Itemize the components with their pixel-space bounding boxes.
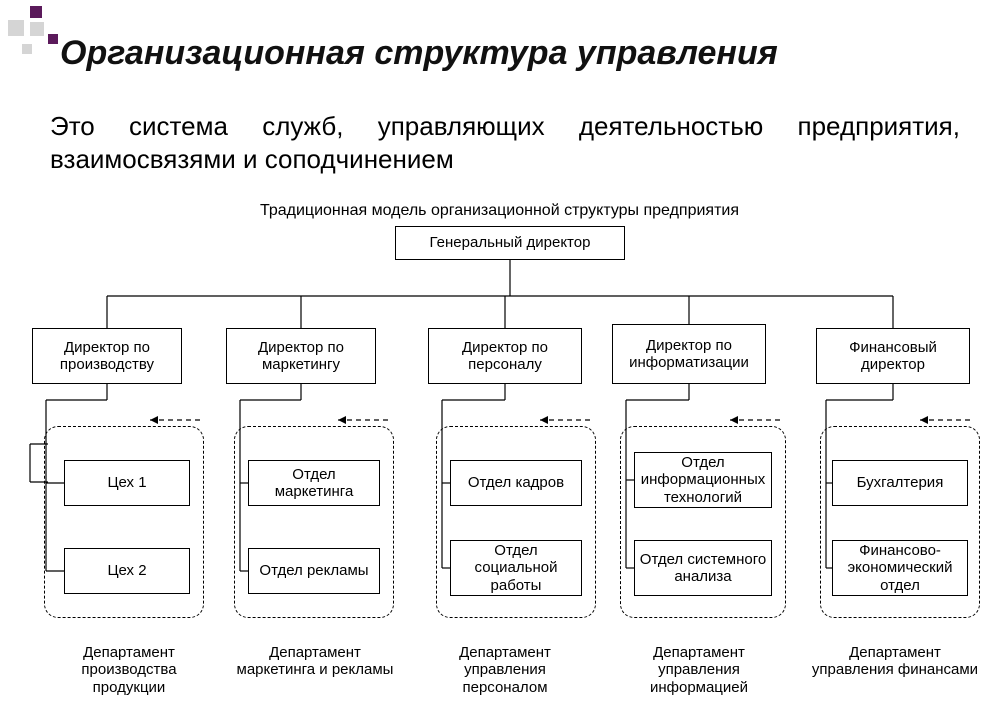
department-label: Департамент производства продукции: [44, 644, 214, 696]
director-box: Директор по производству: [32, 328, 182, 384]
subunit-box: Отдел информационных технологий: [634, 452, 772, 508]
subunit-box: Цех 1: [64, 460, 190, 506]
department-label: Департамент управления персоналом: [420, 644, 590, 696]
department-label: Департамент управления информацией: [614, 644, 784, 696]
director-box: Финансовый директор: [816, 328, 970, 384]
subunit-box: Бухгалтерия: [832, 460, 968, 506]
subunit-box: Отдел социальной работы: [450, 540, 582, 596]
slide-title: Организационная структура управления: [60, 34, 960, 73]
subunit-box: Финансово-экономический отдел: [832, 540, 968, 596]
subunit-box: Отдел маркетинга: [248, 460, 380, 506]
chart-heading: Традиционная модель организационной стру…: [0, 202, 999, 220]
slide-subtitle: Это система служб, управляющих деятельно…: [50, 110, 960, 175]
subunit-box: Цех 2: [64, 548, 190, 594]
director-box: Директор по персоналу: [428, 328, 582, 384]
department-label: Департамент управления финансами: [810, 644, 980, 679]
subunit-box: Отдел системного анализа: [634, 540, 772, 596]
subunit-box: Отдел кадров: [450, 460, 582, 506]
director-box: Директор по маркетингу: [226, 328, 376, 384]
department-label: Департамент маркетинга и рекламы: [230, 644, 400, 679]
subunit-box: Отдел рекламы: [248, 548, 380, 594]
director-box: Директор по информатизации: [612, 324, 766, 384]
org-root-box: Генеральный директор: [395, 226, 625, 260]
